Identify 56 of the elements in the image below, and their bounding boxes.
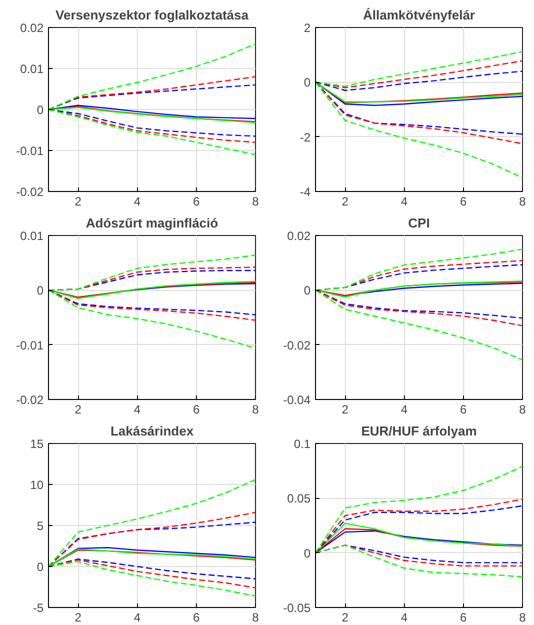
y-tick-label: -0.02: [16, 393, 44, 407]
x-tick-label: 2: [342, 402, 349, 416]
chart-title: CPI: [408, 216, 430, 230]
chart-title: Államkötvényfelár: [363, 8, 476, 22]
y-tick-label: -4: [300, 185, 311, 199]
x-tick-label: 4: [400, 402, 408, 416]
x-tick-label: 2: [74, 610, 82, 624]
y-tick-label: 0.05: [287, 492, 311, 506]
y-tick-label: -0.05: [283, 601, 311, 615]
chart-title: Adószűrt maginfláció: [86, 216, 218, 230]
y-tick-label: 15: [30, 437, 44, 451]
y-tick-label: 0: [304, 76, 311, 90]
y-tick-label: -5: [32, 601, 44, 615]
y-tick-label: 0: [36, 560, 44, 574]
x-tick-label: 6: [460, 194, 468, 208]
x-tick-label: 4: [134, 194, 141, 208]
y-tick-label: 0: [36, 284, 44, 298]
y-tick-label: 0.1: [294, 437, 311, 451]
chart-title: EUR/HUF árfolyam: [361, 424, 477, 438]
y-tick-label: 0.01: [20, 229, 44, 243]
x-tick-label: 4: [400, 610, 408, 624]
x-tick-label: 8: [519, 402, 526, 416]
x-tick-label: 8: [519, 610, 526, 624]
y-tick-label: 0.01: [20, 62, 44, 76]
x-tick-label: 8: [252, 402, 260, 416]
y-tick-label: 0: [36, 103, 44, 117]
y-tick-label: 0: [304, 284, 311, 298]
y-tick-label: -0.02: [16, 185, 44, 199]
x-tick-label: 2: [342, 194, 349, 208]
x-tick-label: 2: [342, 610, 349, 624]
y-tick-label: 0.02: [20, 21, 44, 35]
y-tick-label: 10: [30, 478, 44, 492]
x-tick-label: 4: [134, 402, 141, 416]
y-tick-label: -0.01: [16, 144, 44, 158]
x-tick-label: 8: [252, 610, 260, 624]
x-tick-label: 6: [460, 610, 468, 624]
x-tick-label: 4: [134, 610, 141, 624]
x-tick-label: 6: [460, 402, 468, 416]
chart-title: Versenyszektor foglalkoztatása: [56, 8, 250, 22]
y-tick-label: -2: [300, 130, 311, 144]
x-tick-label: 4: [400, 194, 408, 208]
y-tick-label: 0.02: [287, 229, 311, 243]
y-tick-label: 0: [304, 546, 311, 560]
x-tick-label: 2: [74, 402, 82, 416]
y-tick-label: -0.04: [283, 393, 311, 407]
y-tick-label: 5: [36, 519, 44, 533]
x-tick-label: 6: [193, 402, 200, 416]
y-tick-label: 2: [304, 21, 311, 35]
y-tick-label: -0.02: [283, 338, 311, 352]
x-tick-label: 2: [74, 194, 82, 208]
chart-title: Lakásárindex: [110, 424, 194, 438]
x-tick-label: 6: [193, 194, 200, 208]
y-tick-label: -0.01: [16, 338, 44, 352]
x-tick-label: 6: [193, 610, 200, 624]
x-tick-label: 8: [252, 194, 260, 208]
x-tick-label: 8: [519, 194, 526, 208]
